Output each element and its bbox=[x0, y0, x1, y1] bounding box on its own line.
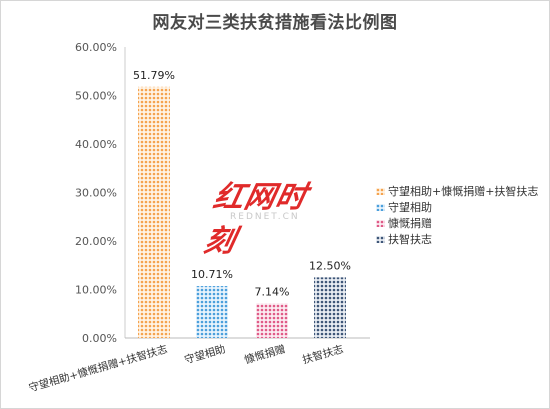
data-label: 7.14% bbox=[255, 285, 290, 298]
y-tick-label: 30.00% bbox=[75, 187, 117, 200]
legend-swatch bbox=[376, 236, 385, 243]
y-tick-label: 50.00% bbox=[75, 90, 117, 103]
bar bbox=[196, 286, 228, 338]
category-label: 慷慨捐赠 bbox=[243, 342, 287, 366]
legend-swatch bbox=[376, 220, 385, 227]
category-label: 守望相助 bbox=[183, 342, 227, 366]
bar bbox=[314, 277, 346, 338]
bar bbox=[256, 303, 288, 338]
y-axis-ticks: 0.00% 10.00% 20.00% 30.00% 40.00% 50.00% 60.00… bbox=[75, 41, 117, 345]
legend-swatch bbox=[376, 204, 385, 211]
legend-label: 守望相助+慷慨捐赠+扶智扶志 bbox=[388, 184, 538, 198]
data-label: 12.50% bbox=[309, 259, 351, 272]
legend-swatch bbox=[376, 188, 385, 195]
legend-label: 守望相助 bbox=[388, 200, 432, 214]
y-tick-label: 0.00% bbox=[82, 332, 117, 345]
category-label: 扶智扶志 bbox=[301, 342, 345, 366]
chart-title: 网友对三类扶贫措施看法比例图 bbox=[152, 13, 398, 33]
legend-label: 慷慨捐赠 bbox=[388, 216, 432, 230]
legend-label: 扶智扶志 bbox=[388, 232, 432, 246]
y-tick-label: 20.00% bbox=[75, 235, 117, 248]
bar bbox=[138, 86, 170, 338]
watermark-logo: 红网时刻 REDNET.CN bbox=[201, 172, 332, 259]
y-tick-label: 40.00% bbox=[75, 138, 117, 151]
data-label: 51.79% bbox=[133, 69, 175, 82]
category-labels: 守望相助+慷慨捐赠+扶智扶志 守望相助 慷慨捐赠 扶智扶志 bbox=[27, 342, 345, 394]
bar-series bbox=[138, 86, 346, 338]
y-tick-label: 60.00% bbox=[75, 41, 117, 54]
watermark-sub: REDNET.CN bbox=[230, 212, 300, 222]
y-tick-label: 10.00% bbox=[75, 284, 117, 297]
category-label: 守望相助+慷慨捐赠+扶智扶志 bbox=[27, 342, 169, 394]
data-labels: 51.79% 10.71% 7.14% 12.50% bbox=[133, 69, 351, 299]
data-label: 10.71% bbox=[191, 268, 233, 281]
